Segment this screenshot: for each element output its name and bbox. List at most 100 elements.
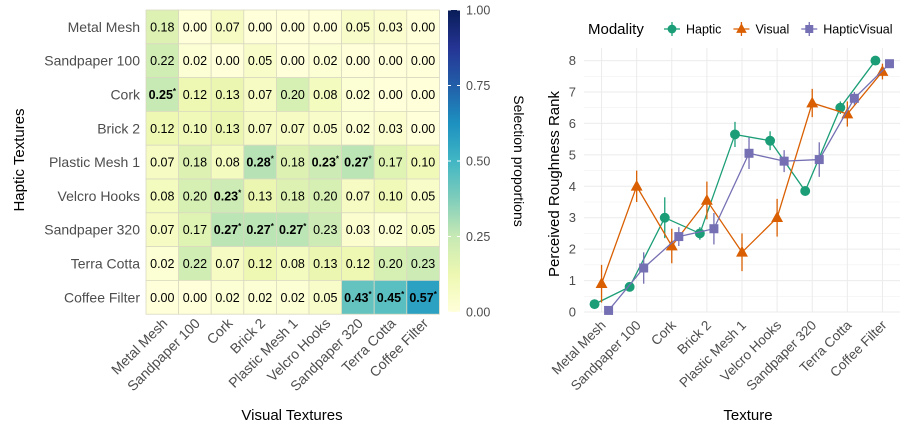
heatmap-y-tick-label: Sandpaper 320 — [44, 222, 140, 238]
heatmap-cell-value: 0.07 — [248, 122, 272, 136]
line-chart-y-tick-label: 4 — [569, 179, 576, 194]
heatmap-cell-value: 0.12 — [346, 257, 370, 271]
heatmap-cell-value: 0.22 — [150, 54, 174, 68]
heatmap-cell — [275, 111, 310, 146]
heatmap-cell — [178, 144, 212, 180]
heatmap-cell-value: 0.07 — [150, 156, 174, 170]
heatmap-cell — [178, 246, 212, 281]
data-point — [884, 59, 894, 69]
data-point — [849, 93, 859, 103]
heatmap-cell-value: 0.00 — [150, 291, 174, 305]
heatmap-cell — [341, 9, 375, 45]
heatmap-cell — [406, 144, 440, 180]
heatmap-cell-value: 0.20 — [183, 189, 207, 203]
heatmap-cell-value: 0.02 — [346, 122, 370, 136]
heatmap-cell — [178, 279, 212, 315]
line-chart-y-tick-label: 3 — [569, 210, 576, 225]
heatmap-cell-value: 0.00 — [411, 122, 435, 136]
heatmap-y-tick-label: Plastic Mesh 1 — [49, 154, 140, 170]
heatmap-cell-value: 0.03 — [378, 122, 402, 136]
data-point — [736, 245, 748, 257]
heatmap-cell — [210, 212, 245, 248]
heatmap-y-tick-label: Velcro Hooks — [58, 188, 140, 204]
heatmap-y-axis-title: Haptic Textures — [11, 108, 28, 211]
heatmap-cell-value: 0.13 — [248, 189, 272, 203]
heatmap-cell-value: 0.18 — [281, 156, 305, 170]
data-point — [604, 305, 614, 315]
heatmap-cell-value: 0.28* — [246, 155, 274, 170]
heatmap-cell-value: 0.23 — [411, 257, 435, 271]
heatmap-cell-value: 0.07 — [281, 122, 305, 136]
heatmap-cell — [308, 77, 342, 112]
heatmap-y-tick-label: Terra Cotta — [71, 256, 140, 272]
heatmap-cell-value: 0.00 — [411, 54, 435, 68]
heatmap-x-axis-title: Visual Textures — [241, 407, 342, 424]
data-point — [694, 228, 705, 239]
heatmap-cell-value: 0.23* — [214, 188, 242, 203]
legend-key — [667, 24, 677, 34]
heatmap-cell-value: 0.23 — [313, 223, 337, 237]
heatmap-cell — [308, 246, 342, 281]
data-point — [765, 135, 776, 146]
heatmap-cell-value: 0.20 — [378, 257, 402, 271]
heatmap-cell — [373, 77, 408, 112]
line-chart-y-tick-label: 7 — [569, 85, 576, 100]
heatmap-cell — [145, 246, 179, 281]
heatmap-cell-value: 0.27* — [246, 222, 274, 237]
colorbar-tick-label: 0.50 — [466, 155, 490, 169]
heatmap-cell — [145, 212, 179, 248]
heatmap-cell-value: 0.13 — [215, 88, 239, 102]
heatmap-cell-value: 0.03 — [346, 223, 370, 237]
heatmap-cell-value: 0.07 — [150, 223, 174, 237]
heatmap-cell-value: 0.02 — [183, 54, 207, 68]
heatmap-cell-value: 0.00 — [248, 20, 272, 34]
heatmap-cell — [341, 212, 375, 248]
legend-item: Haptic — [664, 22, 721, 37]
data-point — [674, 232, 684, 242]
heatmap-cell-value: 0.02 — [215, 291, 239, 305]
data-point — [589, 299, 600, 310]
heatmap-cell-value: 0.08 — [281, 257, 305, 271]
colorbar-title: Selection proportions — [511, 95, 527, 227]
heatmap-cell — [210, 9, 245, 45]
heatmap-cell — [275, 178, 310, 214]
heatmap-cell-value: 0.00 — [411, 88, 435, 102]
heatmap-cell — [406, 43, 440, 78]
heatmap-cell-value: 0.02 — [281, 291, 305, 305]
heatmap-cell — [178, 77, 212, 112]
colorbar-tick-label: 0.75 — [466, 79, 490, 93]
heatmap-cell-value: 0.00 — [378, 54, 402, 68]
colorbar-tick-label: 0.25 — [466, 230, 490, 244]
heatmap-cell-value: 0.27* — [214, 222, 242, 237]
heatmap-cell-value: 0.20 — [281, 88, 305, 102]
heatmap-cell-value: 0.00 — [313, 20, 337, 34]
data-point — [659, 212, 670, 223]
heatmap-cell-value: 0.05 — [411, 189, 435, 203]
heatmap-cell-value: 0.05 — [248, 54, 272, 68]
heatmap-cell-value: 0.18 — [281, 189, 305, 203]
legend-item: HapticVisual — [801, 22, 893, 37]
heatmap-y-tick-label: Coffee Filter — [64, 289, 140, 305]
line-chart-y-tick-label: 0 — [569, 305, 576, 320]
data-point — [595, 277, 608, 289]
line-chart-y-tick-label: 1 — [569, 273, 576, 288]
heatmap-cell-value: 0.17 — [183, 223, 207, 237]
colorbar-tick-label: 1.00 — [466, 4, 490, 18]
heatmap-cell — [406, 279, 440, 315]
heatmap-y-tick-label: Brick 2 — [97, 120, 140, 136]
data-point — [624, 281, 635, 292]
data-point — [870, 55, 881, 66]
heatmap-y-tick-label: Metal Mesh — [68, 19, 140, 35]
heatmap-cell-value: 0.00 — [183, 291, 207, 305]
series-hapticvisual — [604, 59, 894, 315]
heatmap-cell-value: 0.00 — [411, 20, 435, 34]
heatmap-cell-value: 0.07 — [215, 20, 239, 34]
data-point — [709, 224, 719, 234]
heatmap-cell — [373, 279, 408, 315]
heatmap-cell-value: 0.25* — [149, 87, 177, 102]
heatmap-cell-value: 0.12 — [248, 257, 272, 271]
heatmap-cell — [308, 279, 342, 315]
heatmap-cell — [406, 77, 440, 112]
heatmap-cell — [341, 279, 375, 315]
